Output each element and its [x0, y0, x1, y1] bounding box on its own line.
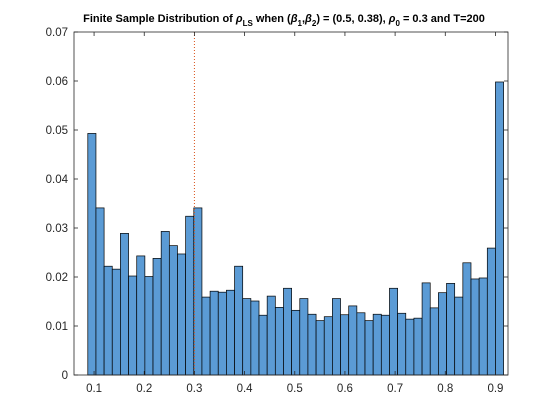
histogram-bar	[136, 255, 146, 376]
histogram-bar	[152, 258, 162, 376]
histogram-bar	[87, 133, 97, 376]
histogram-bar	[120, 233, 129, 376]
title-prefix: Finite Sample Distribution of	[83, 13, 236, 25]
histogram-bar	[193, 207, 203, 376]
title-when: when (	[253, 13, 291, 25]
histogram-bar	[283, 287, 292, 376]
histogram-bar	[234, 265, 244, 376]
histogram-bar	[478, 277, 488, 376]
histogram-bar	[111, 268, 121, 376]
histogram-bar	[315, 320, 325, 376]
histogram-bar	[323, 316, 333, 376]
x-tick-label: 0.3	[186, 383, 202, 395]
histogram-bar	[405, 318, 415, 376]
y-tick-label: 0.07	[46, 27, 68, 39]
histogram-bar	[226, 289, 235, 376]
title-comma: ,	[302, 13, 305, 25]
x-tick-label: 0.5	[287, 383, 303, 395]
histogram-bar	[348, 305, 358, 376]
x-tick-label: 0.6	[337, 383, 353, 395]
title-rho0-subscript: 0	[395, 19, 400, 28]
histogram-bar	[454, 296, 464, 376]
histogram-bar	[462, 262, 472, 376]
title-beta2-subscript: 2	[312, 19, 317, 28]
histogram-bar	[364, 320, 374, 376]
histogram-bar	[291, 309, 301, 376]
histogram-bar	[274, 307, 284, 376]
histogram-bar	[389, 287, 398, 376]
title-rho-symbol: ρ	[235, 13, 243, 25]
axes	[73, 31, 509, 376]
histogram-bar	[160, 231, 170, 376]
histogram-bar	[470, 278, 480, 376]
y-tick-label: 0.04	[46, 174, 69, 186]
x-tick-label: 0.2	[136, 383, 152, 395]
y-tick-label: 0.06	[46, 76, 68, 88]
histogram-bar	[177, 253, 186, 376]
histogram-bar	[413, 317, 423, 376]
histogram-bar	[185, 215, 195, 376]
y-tick-label: 0.05	[46, 125, 68, 137]
chart-title: Finite Sample Distribution of ρLS when (…	[83, 13, 485, 28]
y-tick-label: 0.02	[46, 272, 68, 284]
x-tick-label: 0.7	[387, 383, 403, 395]
axes-box	[73, 31, 509, 376]
histogram-bar	[103, 265, 113, 376]
title-beta2-symbol: β	[304, 13, 312, 25]
title-values: ) = (0.5, 0.38),	[316, 13, 388, 25]
histogram-bar	[95, 207, 105, 376]
title-rho0-symbol: ρ	[388, 13, 396, 25]
x-axis-ticks: 0.1 0.2 0.3 0.4 0.5 0.6 0.7 0.8 0.9	[86, 32, 503, 395]
title-beta1-subscript: 1	[298, 19, 303, 28]
x-tick-label: 0.4	[237, 383, 254, 395]
x-tick-label: 0.8	[437, 383, 453, 395]
histogram-bar	[299, 298, 309, 376]
title-beta1-symbol: β	[290, 13, 298, 25]
histogram-bar	[438, 292, 447, 376]
x-tick-label: 0.9	[487, 383, 503, 395]
histogram-bar	[250, 300, 260, 376]
histogram-bar	[486, 247, 496, 376]
histogram-bar	[168, 245, 178, 376]
histogram-bar	[201, 296, 211, 376]
histogram-bar	[242, 298, 252, 376]
x-tick-label: 0.1	[86, 383, 102, 395]
histogram-bar	[340, 314, 350, 376]
histogram-bar	[372, 313, 382, 376]
histogram-bar	[421, 282, 431, 376]
y-tick-label: 0.01	[46, 321, 68, 333]
title-rho-subscript: LS	[243, 19, 254, 28]
histogram-bar	[429, 307, 439, 376]
histogram-bars	[87, 81, 504, 376]
histogram-bar	[380, 314, 390, 376]
histogram-bar	[332, 298, 341, 376]
histogram-bar	[356, 312, 366, 376]
y-axis-ticks: 0 0.01 0.02 0.03 0.04 0.05 0.06 0.07	[46, 27, 508, 382]
histogram-bar	[495, 81, 504, 376]
title-tail: = 0.3 and T=200	[400, 13, 485, 25]
y-tick-label: 0.03	[46, 223, 68, 235]
y-tick-label: 0	[62, 370, 68, 382]
histogram-bar	[209, 290, 219, 376]
histogram-bar	[266, 295, 276, 376]
histogram-bar	[307, 313, 317, 376]
histogram-bar	[397, 312, 407, 376]
histogram-bar	[446, 283, 456, 376]
histogram-bar	[144, 276, 154, 376]
histogram-bar	[128, 275, 138, 376]
histogram-bar	[217, 291, 227, 376]
histogram-bar	[258, 314, 268, 376]
